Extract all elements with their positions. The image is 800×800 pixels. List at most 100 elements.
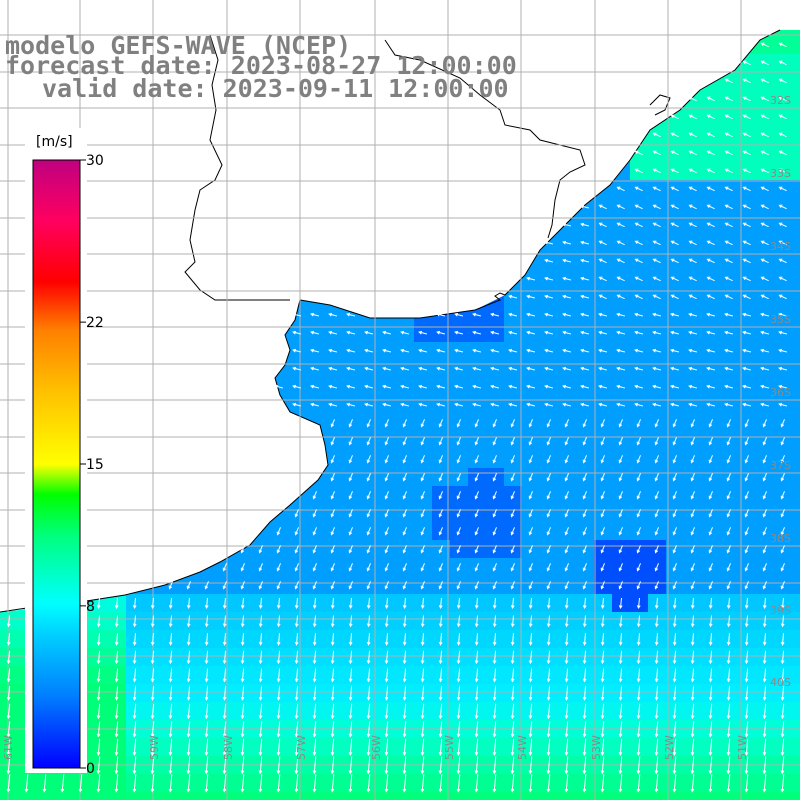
wind-arrow (546, 581, 551, 590)
field-cell (666, 792, 684, 800)
wind-arrow (492, 756, 497, 775)
wind-arrow (672, 509, 677, 518)
wind-arrow (294, 615, 299, 628)
wind-arrow (708, 650, 713, 665)
wind-arrow (724, 132, 733, 138)
wind-arrow (474, 581, 479, 590)
wind-arrow (492, 509, 497, 518)
wind-arrow (204, 721, 209, 738)
wind-arrow (294, 774, 299, 793)
wind-arrow (654, 437, 659, 446)
wind-arrow (724, 384, 734, 389)
latitude-label: 35S (770, 313, 791, 326)
wind-arrow (438, 509, 443, 518)
wind-arrow (672, 686, 677, 701)
wind-arrow (150, 721, 155, 738)
wind-arrow (618, 545, 623, 554)
wind-arrow (420, 739, 425, 756)
wind-arrow (474, 633, 479, 646)
wind-arrow (168, 650, 173, 665)
wind-arrow (526, 294, 536, 299)
wind-arrow (654, 615, 659, 628)
wind-arrow (744, 419, 749, 428)
wind-arrow (186, 703, 191, 720)
wind-arrow (636, 633, 641, 646)
wind-arrow (670, 132, 679, 138)
wind-arrow (580, 294, 590, 299)
wind-arrow (292, 348, 302, 353)
wind-arrow (762, 597, 767, 610)
wind-arrow (654, 774, 659, 793)
wind-arrow (294, 509, 299, 518)
wind-arrow (724, 402, 734, 407)
wind-arrow (618, 633, 623, 646)
wind-arrow (654, 527, 659, 536)
wind-arrow (312, 739, 317, 756)
wind-arrow (150, 756, 155, 775)
field-cell (792, 504, 800, 522)
field-cell (162, 792, 180, 800)
wind-arrow (582, 419, 587, 428)
wind-arrow (690, 650, 695, 665)
wind-arrow (670, 384, 680, 389)
wind-arrow (330, 686, 335, 701)
wind-arrow (580, 276, 590, 281)
wind-arrow (618, 419, 623, 428)
wind-arrow (474, 650, 479, 665)
wind-arrow (760, 114, 769, 120)
wind-arrow (778, 276, 787, 282)
wind-arrow (312, 597, 317, 610)
wind-arrow (706, 240, 715, 246)
wind-arrow (618, 473, 623, 482)
field-cell (792, 144, 800, 162)
field-cell (612, 792, 630, 800)
field-cell (126, 792, 144, 800)
longitude-label: 56W (370, 735, 383, 760)
wind-arrow (760, 294, 769, 300)
wind-arrow (400, 402, 410, 407)
field-cell (792, 180, 800, 198)
wind-arrow (762, 455, 767, 464)
wind-arrow (546, 650, 551, 665)
wind-arrow (186, 774, 191, 793)
wind-arrow (564, 668, 569, 683)
wind-arrow (490, 366, 500, 371)
wind-arrow (366, 597, 371, 610)
wind-arrow (492, 527, 497, 536)
wind-arrow (708, 686, 713, 701)
wind-arrow (150, 703, 155, 720)
wind-arrow (618, 739, 623, 756)
wind-arrow (690, 686, 695, 701)
wind-arrow (544, 330, 554, 335)
wind-arrow (526, 330, 536, 335)
wind-arrow (546, 686, 551, 701)
wind-arrow (652, 384, 662, 389)
wind-arrow (634, 150, 643, 156)
wind-arrow (634, 222, 643, 228)
wind-arrow (762, 721, 767, 738)
wind-arrow (222, 703, 227, 720)
wind-arrow (294, 686, 299, 701)
wind-arrow (654, 455, 659, 464)
wind-arrow (310, 348, 320, 353)
field-cell (792, 738, 800, 756)
wind-arrow (580, 258, 590, 263)
wind-arrow (634, 366, 644, 371)
wind-arrow (760, 312, 770, 317)
wind-arrow (724, 222, 733, 228)
wind-arrow (330, 597, 335, 610)
wind-arrow (618, 527, 623, 536)
wind-arrow (742, 96, 751, 102)
wind-arrow (672, 668, 677, 683)
wind-arrow (546, 419, 551, 428)
longitude-label: 53W (590, 735, 603, 760)
wind-arrow (132, 774, 137, 793)
wind-arrow (762, 437, 767, 446)
wind-arrow (708, 597, 713, 610)
wind-arrow (636, 756, 641, 775)
wind-arrow (582, 756, 587, 775)
wind-arrow (6, 756, 11, 775)
wind-arrow (742, 204, 751, 210)
wind-arrow (636, 563, 641, 572)
wind-arrow (636, 581, 641, 590)
